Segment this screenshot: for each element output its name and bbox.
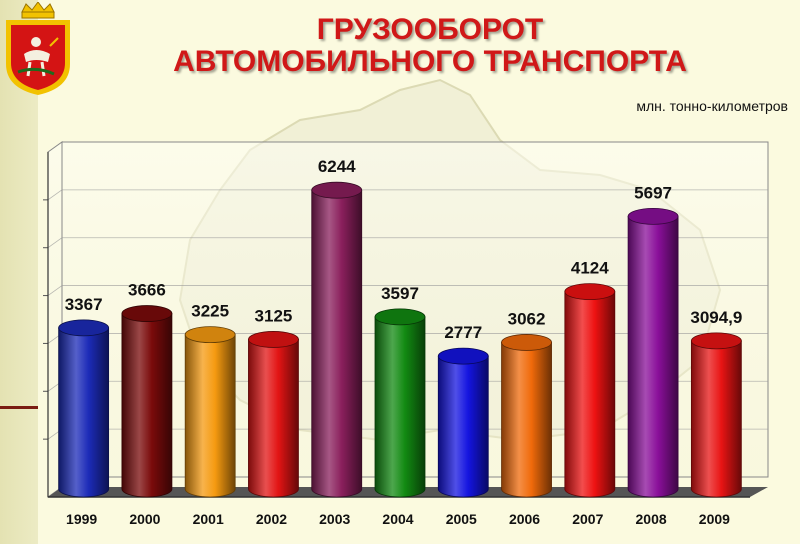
x-tick-label: 2009 xyxy=(699,511,730,527)
gridline-side xyxy=(47,189,63,201)
x-tick-label: 1999 xyxy=(66,511,97,527)
value-label: 6244 xyxy=(318,157,356,176)
bar-2003 xyxy=(311,181,363,498)
chart-title: ГРУЗООБОРОТ АВТОМОБИЛЬНОГО ТРАНСПОРТА xyxy=(60,14,800,78)
value-label: 3062 xyxy=(508,309,546,328)
bar-top xyxy=(248,331,299,348)
value-label: 3597 xyxy=(381,284,419,303)
bar-body xyxy=(564,291,616,498)
bar-2000 xyxy=(121,305,173,498)
bar-top xyxy=(564,283,616,301)
bar-top xyxy=(58,319,110,337)
bar-top xyxy=(690,332,742,350)
x-tick-label: 2003 xyxy=(319,511,350,527)
x-tick-label: 2001 xyxy=(193,511,224,527)
value-label: 5697 xyxy=(634,183,672,202)
x-tick-label: 2005 xyxy=(446,511,477,527)
bar-body xyxy=(501,342,552,498)
bar-top xyxy=(501,334,552,351)
bar-2009 xyxy=(690,332,742,498)
bar-2005 xyxy=(437,347,489,498)
x-tick-label: 2007 xyxy=(572,511,603,527)
bar-2006 xyxy=(501,334,552,498)
bar-2008 xyxy=(627,207,679,498)
bar-2004 xyxy=(374,308,426,498)
moscow-oblast-coat-of-arms-icon xyxy=(6,2,70,95)
x-tick-label: 2000 xyxy=(129,511,160,527)
x-tick-label: 2004 xyxy=(382,511,413,527)
bar-body xyxy=(437,355,489,498)
chart-x-tick-labels: 1999 2000 2001 2002 2003 2004 2005 2006 2007 2008… xyxy=(66,511,730,527)
gridline-side xyxy=(47,237,63,249)
bar-2002 xyxy=(248,331,299,498)
chart-title-line-1: ГРУЗООБОРОТ xyxy=(316,13,544,46)
value-label: 3094,9 xyxy=(690,308,742,327)
value-label: 3367 xyxy=(65,295,103,314)
bar-body xyxy=(627,215,679,498)
gridline-side xyxy=(47,285,63,296)
x-tick-label: 2006 xyxy=(509,511,540,527)
bar-body xyxy=(58,327,110,498)
bar-2007 xyxy=(564,283,616,498)
bar-2001 xyxy=(184,326,236,498)
value-label: 3125 xyxy=(255,306,293,325)
value-label: 3225 xyxy=(191,302,229,321)
bar-top xyxy=(437,347,489,365)
x-tick-label: 2008 xyxy=(636,511,667,527)
bar-body xyxy=(121,313,173,498)
bar-body xyxy=(248,339,299,498)
bar-top xyxy=(627,207,679,225)
x-tick-label: 2002 xyxy=(256,511,287,527)
value-label: 4124 xyxy=(571,259,609,278)
bar-top xyxy=(184,326,236,344)
value-label: 3666 xyxy=(128,281,166,300)
bar-body xyxy=(690,340,742,498)
chart-value-labels: 3367 3666 3225 3125 6244 3597 2777 3062 4124 5697… xyxy=(65,157,743,342)
bar-body xyxy=(374,316,426,498)
bar-top xyxy=(121,305,173,322)
chart-title-line-2: АВТОМОБИЛЬНОГО ТРАНСПОРТА xyxy=(173,45,687,78)
bar-1999 xyxy=(58,319,110,498)
bar-top xyxy=(311,181,363,199)
units-label: млн. тонно-километров xyxy=(636,98,788,114)
value-label: 2777 xyxy=(444,323,482,342)
left-decor-rule xyxy=(0,406,38,409)
bar-top xyxy=(374,308,426,326)
bar-body xyxy=(184,334,236,498)
bar-body xyxy=(311,189,363,498)
chart-bars xyxy=(58,181,742,498)
